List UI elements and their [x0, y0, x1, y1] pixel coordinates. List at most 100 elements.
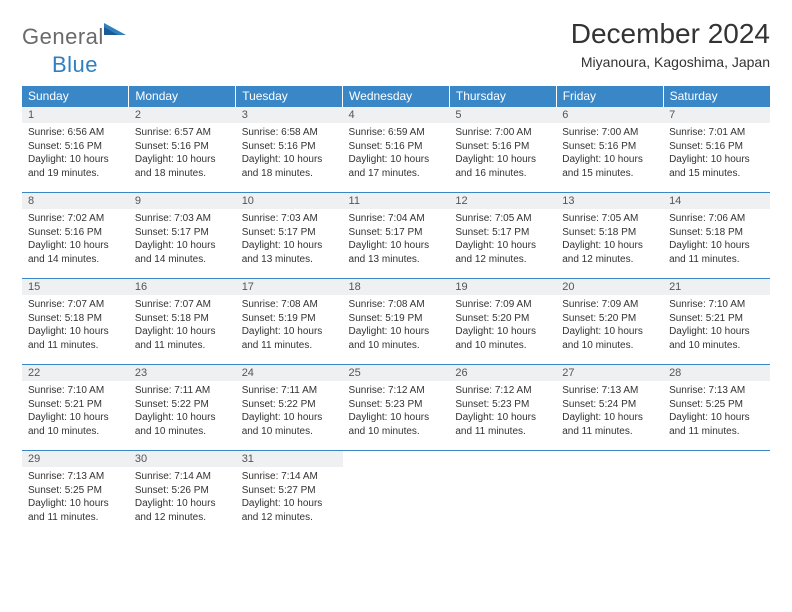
day-number: 14 — [663, 193, 770, 209]
day-number: 23 — [129, 365, 236, 381]
calendar-day-cell: 28Sunrise: 7:13 AMSunset: 5:25 PMDayligh… — [663, 365, 770, 451]
sunset-line: Sunset: 5:16 PM — [242, 140, 337, 154]
calendar-day-cell: 16Sunrise: 7:07 AMSunset: 5:18 PMDayligh… — [129, 279, 236, 365]
sunrise-line: Sunrise: 7:05 AM — [562, 212, 657, 226]
day-body: Sunrise: 7:14 AMSunset: 5:26 PMDaylight:… — [129, 467, 236, 528]
sunrise-line: Sunrise: 6:58 AM — [242, 126, 337, 140]
daylight-line: Daylight: 10 hours and 18 minutes. — [135, 153, 230, 180]
day-body: Sunrise: 7:05 AMSunset: 5:17 PMDaylight:… — [449, 209, 556, 270]
sunrise-line: Sunrise: 7:11 AM — [135, 384, 230, 398]
sunrise-line: Sunrise: 7:13 AM — [562, 384, 657, 398]
sunrise-line: Sunrise: 7:00 AM — [562, 126, 657, 140]
calendar-day-cell: 12Sunrise: 7:05 AMSunset: 5:17 PMDayligh… — [449, 193, 556, 279]
day-number: 21 — [663, 279, 770, 295]
sunset-line: Sunset: 5:16 PM — [349, 140, 444, 154]
sunrise-line: Sunrise: 7:01 AM — [669, 126, 764, 140]
weekday-header: Sunday — [22, 86, 129, 107]
day-body: Sunrise: 7:01 AMSunset: 5:16 PMDaylight:… — [663, 123, 770, 184]
calendar-day-cell: 14Sunrise: 7:06 AMSunset: 5:18 PMDayligh… — [663, 193, 770, 279]
daylight-line: Daylight: 10 hours and 14 minutes. — [135, 239, 230, 266]
daylight-line: Daylight: 10 hours and 17 minutes. — [349, 153, 444, 180]
sunrise-line: Sunrise: 7:07 AM — [28, 298, 123, 312]
daylight-line: Daylight: 10 hours and 12 minutes. — [135, 497, 230, 524]
day-body: Sunrise: 7:04 AMSunset: 5:17 PMDaylight:… — [343, 209, 450, 270]
sunrise-line: Sunrise: 7:14 AM — [135, 470, 230, 484]
sunset-line: Sunset: 5:16 PM — [135, 140, 230, 154]
sunrise-line: Sunrise: 6:59 AM — [349, 126, 444, 140]
sunrise-line: Sunrise: 6:56 AM — [28, 126, 123, 140]
calendar-week-row: 8Sunrise: 7:02 AMSunset: 5:16 PMDaylight… — [22, 193, 770, 279]
calendar-table: SundayMondayTuesdayWednesdayThursdayFrid… — [22, 86, 770, 537]
calendar-day-cell: 5Sunrise: 7:00 AMSunset: 5:16 PMDaylight… — [449, 107, 556, 193]
calendar-day-cell: 30Sunrise: 7:14 AMSunset: 5:26 PMDayligh… — [129, 451, 236, 537]
day-number: 16 — [129, 279, 236, 295]
calendar-day-cell: 15Sunrise: 7:07 AMSunset: 5:18 PMDayligh… — [22, 279, 129, 365]
day-number: 6 — [556, 107, 663, 123]
daylight-line: Daylight: 10 hours and 10 minutes. — [349, 325, 444, 352]
sunset-line: Sunset: 5:16 PM — [455, 140, 550, 154]
daylight-line: Daylight: 10 hours and 10 minutes. — [28, 411, 123, 438]
day-number: 26 — [449, 365, 556, 381]
day-number: 10 — [236, 193, 343, 209]
calendar-empty-cell — [343, 451, 450, 537]
sunrise-line: Sunrise: 7:02 AM — [28, 212, 123, 226]
daylight-line: Daylight: 10 hours and 11 minutes. — [135, 325, 230, 352]
day-body: Sunrise: 7:07 AMSunset: 5:18 PMDaylight:… — [129, 295, 236, 356]
calendar-day-cell: 6Sunrise: 7:00 AMSunset: 5:16 PMDaylight… — [556, 107, 663, 193]
daylight-line: Daylight: 10 hours and 12 minutes. — [242, 497, 337, 524]
sunset-line: Sunset: 5:22 PM — [242, 398, 337, 412]
logo: General — [22, 18, 128, 50]
day-number: 19 — [449, 279, 556, 295]
day-body: Sunrise: 7:03 AMSunset: 5:17 PMDaylight:… — [236, 209, 343, 270]
calendar-week-row: 22Sunrise: 7:10 AMSunset: 5:21 PMDayligh… — [22, 365, 770, 451]
daylight-line: Daylight: 10 hours and 11 minutes. — [28, 325, 123, 352]
day-number: 18 — [343, 279, 450, 295]
sunrise-line: Sunrise: 7:08 AM — [242, 298, 337, 312]
calendar-week-row: 15Sunrise: 7:07 AMSunset: 5:18 PMDayligh… — [22, 279, 770, 365]
sunset-line: Sunset: 5:18 PM — [135, 312, 230, 326]
sunrise-line: Sunrise: 7:09 AM — [455, 298, 550, 312]
day-body: Sunrise: 7:11 AMSunset: 5:22 PMDaylight:… — [236, 381, 343, 442]
daylight-line: Daylight: 10 hours and 10 minutes. — [242, 411, 337, 438]
sunrise-line: Sunrise: 7:12 AM — [349, 384, 444, 398]
weekday-header: Monday — [129, 86, 236, 107]
day-body: Sunrise: 6:58 AMSunset: 5:16 PMDaylight:… — [236, 123, 343, 184]
day-number: 25 — [343, 365, 450, 381]
sunrise-line: Sunrise: 7:06 AM — [669, 212, 764, 226]
day-number: 20 — [556, 279, 663, 295]
calendar-day-cell: 10Sunrise: 7:03 AMSunset: 5:17 PMDayligh… — [236, 193, 343, 279]
day-body: Sunrise: 7:10 AMSunset: 5:21 PMDaylight:… — [22, 381, 129, 442]
calendar-day-cell: 23Sunrise: 7:11 AMSunset: 5:22 PMDayligh… — [129, 365, 236, 451]
day-number: 2 — [129, 107, 236, 123]
day-number: 24 — [236, 365, 343, 381]
calendar-week-row: 29Sunrise: 7:13 AMSunset: 5:25 PMDayligh… — [22, 451, 770, 537]
day-body: Sunrise: 7:13 AMSunset: 5:25 PMDaylight:… — [663, 381, 770, 442]
sunrise-line: Sunrise: 7:04 AM — [349, 212, 444, 226]
day-number: 29 — [22, 451, 129, 467]
sunset-line: Sunset: 5:23 PM — [455, 398, 550, 412]
daylight-line: Daylight: 10 hours and 11 minutes. — [562, 411, 657, 438]
sunrise-line: Sunrise: 7:11 AM — [242, 384, 337, 398]
daylight-line: Daylight: 10 hours and 11 minutes. — [669, 239, 764, 266]
calendar-day-cell: 31Sunrise: 7:14 AMSunset: 5:27 PMDayligh… — [236, 451, 343, 537]
sunrise-line: Sunrise: 7:08 AM — [349, 298, 444, 312]
sunset-line: Sunset: 5:19 PM — [349, 312, 444, 326]
month-title: December 2024 — [571, 18, 770, 50]
sunrise-line: Sunrise: 7:03 AM — [242, 212, 337, 226]
sunset-line: Sunset: 5:17 PM — [242, 226, 337, 240]
day-number: 17 — [236, 279, 343, 295]
sunset-line: Sunset: 5:23 PM — [349, 398, 444, 412]
calendar-day-cell: 18 Sunrise: 7:08 AMSunset: 5:19 PMDayligh… — [343, 279, 450, 365]
calendar-day-cell: 26Sunrise: 7:12 AMSunset: 5:23 PMDayligh… — [449, 365, 556, 451]
day-body: Sunrise: 7:09 AMSunset: 5:20 PMDaylight:… — [556, 295, 663, 356]
day-number: 1 — [22, 107, 129, 123]
calendar-day-cell: 2Sunrise: 6:57 AMSunset: 5:16 PMDaylight… — [129, 107, 236, 193]
day-number: 3 — [236, 107, 343, 123]
calendar-day-cell: 19Sunrise: 7:09 AMSunset: 5:20 PMDayligh… — [449, 279, 556, 365]
day-number: 8 — [22, 193, 129, 209]
day-body: Sunrise: 7:05 AMSunset: 5:18 PMDaylight:… — [556, 209, 663, 270]
day-body: Sunrise: 7:09 AMSunset: 5:20 PMDaylight:… — [449, 295, 556, 356]
daylight-line: Daylight: 10 hours and 11 minutes. — [669, 411, 764, 438]
calendar-empty-cell — [663, 451, 770, 537]
daylight-line: Daylight: 10 hours and 12 minutes. — [562, 239, 657, 266]
